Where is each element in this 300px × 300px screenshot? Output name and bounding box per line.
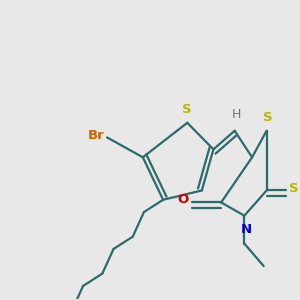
Text: H: H — [231, 108, 241, 121]
Text: S: S — [263, 111, 273, 124]
Text: S: S — [290, 182, 299, 195]
Text: O: O — [177, 193, 189, 206]
Text: N: N — [241, 223, 252, 236]
Text: Br: Br — [87, 129, 104, 142]
Text: S: S — [182, 103, 192, 116]
